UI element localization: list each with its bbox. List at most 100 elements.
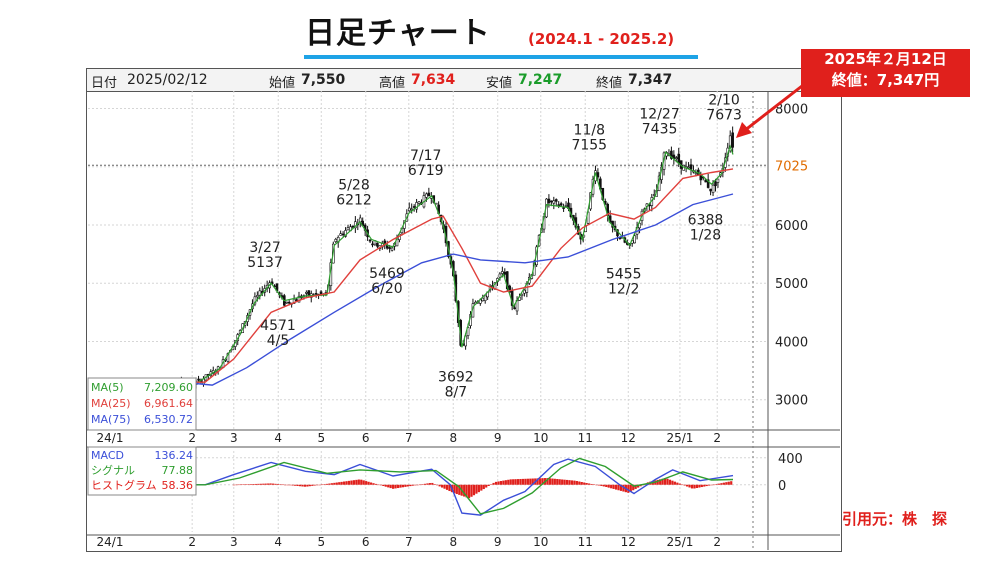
candle-body: [346, 227, 350, 231]
ma-legend: MA(5) 7,209.60 MA(25) 6,961.64 MA(75) 6,530.7…: [87, 377, 197, 431]
open-value: 7,550: [301, 72, 346, 88]
callout-date: 2025年２月12日: [824, 50, 947, 68]
macd-histogram-bar: [472, 484, 476, 496]
candle-body: [562, 207, 565, 209]
x-tick-label: 2: [713, 535, 721, 549]
macd-histogram-bar: [404, 484, 407, 487]
macd-histogram-bar: [257, 483, 260, 485]
macd-histogram-bar: [416, 484, 419, 486]
macd-histogram-bar: [573, 480, 576, 485]
macd-histogram-bar: [311, 484, 314, 486]
peak-date-label: 2/10: [708, 93, 739, 109]
macd-histogram-bar: [406, 484, 409, 487]
macd-histogram-bar: [561, 479, 564, 485]
macd-histogram-bar: [578, 481, 581, 485]
macd-histogram-bar: [369, 482, 373, 485]
macd-histogram-bar: [526, 478, 529, 485]
x-tick-label: 2: [188, 535, 196, 549]
candle-body: [197, 378, 200, 381]
macd-histogram-bar: [485, 484, 488, 488]
macd-histogram-bar: [279, 484, 282, 485]
macd-histogram-bar: [365, 481, 368, 485]
macd-histogram-bar: [303, 484, 307, 487]
macd-line: [152, 458, 734, 516]
macd-histogram-bar: [411, 484, 414, 486]
macd-histogram-bar: [715, 484, 718, 485]
x-tick-label: 5: [317, 431, 325, 445]
macd-histogram-bar: [232, 484, 235, 486]
macd-histogram-bar: [514, 479, 517, 485]
macd-histogram-bar: [242, 484, 245, 485]
macd-histogram-bar: [269, 483, 272, 485]
macd-histogram-bar: [597, 484, 601, 486]
chart-frame: 日付 2025/02/12 始値 7,550 高値 7,634 安値 7,247…: [86, 68, 842, 552]
ma-legend-value: 6,961.64: [144, 397, 193, 410]
candle-body: [633, 235, 636, 244]
macd-histogram-bar: [502, 480, 505, 485]
price-info-bar: 日付 2025/02/12 始値 7,550 高値 7,634 安値 7,247…: [87, 69, 841, 92]
macd-histogram-bar: [688, 484, 691, 488]
macd-histogram-bar: [536, 478, 539, 485]
macd-histogram-bar: [306, 484, 309, 487]
candle-body: [694, 172, 698, 175]
macd-histogram-bar: [710, 484, 713, 486]
candle-body: [706, 179, 710, 188]
macd-histogram-bar: [617, 484, 620, 491]
x-tick-label: 3: [230, 431, 238, 445]
open-label: 始値: [269, 76, 296, 91]
macd-histogram-bar: [632, 484, 635, 491]
macd-histogram-bar: [235, 484, 238, 486]
macd-histogram: [232, 478, 733, 499]
macd-histogram-bar: [470, 484, 473, 497]
trough-date-label: 6/20: [371, 281, 402, 297]
macd-histogram-bar: [338, 482, 341, 485]
macd-histogram-bar: [703, 484, 706, 487]
macd-histogram-bar: [708, 484, 711, 486]
candle-body: [677, 153, 681, 164]
peak-date-label: 3/27: [249, 240, 280, 256]
candle-body: [564, 205, 568, 207]
candle-body: [258, 290, 262, 296]
macd-histogram-bar: [436, 484, 439, 486]
x-tick-label: 7: [405, 431, 413, 445]
macd-histogram-bar: [727, 481, 730, 485]
macd-histogram-bar: [301, 484, 304, 487]
macd-histogram-bar: [595, 484, 598, 486]
macd-histogram-bar: [320, 484, 324, 486]
macd-histogram-bar: [717, 483, 721, 485]
source-credit: 引用元：株 探: [842, 510, 948, 528]
macd-histogram-bar: [659, 479, 662, 485]
macd-histogram-bar: [347, 480, 351, 485]
ma-legend-value: 7,209.60: [144, 381, 193, 394]
macd-histogram-bar: [276, 484, 280, 485]
macd-histogram-bar: [516, 479, 520, 485]
macd-histogram-bar: [614, 484, 618, 490]
macd-legend-label: シグナル: [91, 463, 135, 477]
macd-histogram-bar: [588, 483, 591, 485]
macd-histogram-bar: [563, 479, 566, 485]
macd-histogram-bar: [504, 480, 507, 485]
macd-legend-value: 77.88: [162, 464, 194, 477]
peak-value-label: 7155: [571, 138, 607, 154]
macd-histogram-bar: [529, 478, 532, 485]
macd-legend-box: [87, 446, 197, 496]
candle-body: [670, 150, 673, 159]
candle-body: [554, 199, 558, 202]
macd-histogram-bar: [252, 484, 255, 485]
macd-histogram-bar: [298, 484, 302, 487]
macd-histogram-bar: [477, 484, 480, 493]
macd-histogram-bar: [360, 479, 363, 485]
macd-histogram-bar: [247, 484, 250, 485]
macd-histogram-bar: [720, 483, 723, 485]
peak-value-label: 7435: [642, 121, 678, 137]
macd-histogram-bar: [237, 484, 240, 486]
candle-body: [410, 208, 414, 211]
candle-body: [505, 271, 509, 289]
ma-legend-label: MA(25): [91, 397, 131, 410]
macd-histogram-bar: [325, 483, 329, 485]
macd-histogram-bar: [328, 483, 331, 485]
macd-histogram-bar: [443, 484, 446, 489]
x-tick-label: 6: [362, 535, 370, 549]
candle-body: [711, 184, 715, 193]
macd-histogram-bar: [497, 481, 500, 485]
